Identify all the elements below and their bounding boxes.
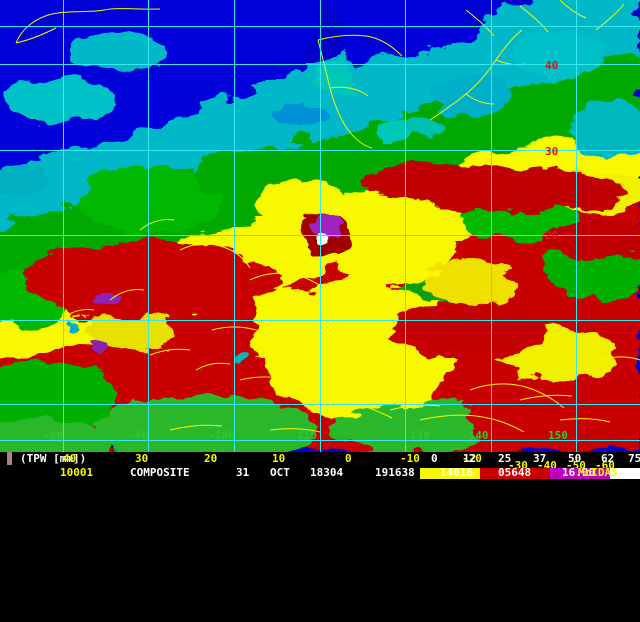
cbar-seg-white — [610, 468, 640, 479]
mcidas-tpw-display: 40 30 20 -80 -90 -100 110 130 -140 150 (… — [0, 0, 640, 480]
field-a: 14016 — [440, 466, 474, 479]
lon-label-m100: -100 — [208, 429, 235, 442]
field-c: 16.00 — [562, 466, 596, 479]
cbar-tick-37: 37 — [533, 452, 547, 465]
color-swatch-indicator — [7, 452, 12, 465]
cbar-seg-yellow — [420, 468, 480, 479]
julian-date: 18304 — [310, 466, 344, 479]
cbar-tick-75: 75 — [628, 452, 640, 465]
lat-label-20: 20 — [545, 229, 559, 242]
field-b: 05648 — [498, 466, 532, 479]
dataset-id: 10001 — [60, 466, 94, 479]
lon-label-130: 130 — [410, 429, 430, 442]
scale-row: (TPW [mm]) 40 30 20 10 0 -10 -20 -30 -40… — [0, 452, 640, 479]
grid-line-lon-150 — [576, 0, 577, 452]
time-value: 191638 — [375, 466, 415, 479]
scale-tick-m20: -20 — [462, 452, 482, 465]
scale-tick-10: 10 — [272, 452, 286, 465]
info-row: 10001 COMPOSITE 31 OCT 18304 191638 1401… — [0, 466, 640, 480]
annotation-bar: (TPW [mm]) 40 30 20 10 0 -10 -20 -30 -40… — [0, 452, 640, 480]
grid-line-lon-m140 — [491, 0, 492, 452]
cbar-tick-12: 12 — [463, 452, 477, 465]
cbar-seg-red — [480, 468, 550, 479]
cbar-seg-magenta — [550, 468, 610, 479]
scale-tick-40: 40 — [63, 452, 77, 465]
lat-label-40: 40 — [545, 59, 559, 72]
lon-label-m140: -140 — [462, 429, 489, 442]
software-label: McIDAS — [578, 466, 618, 479]
scale-tick-30: 30 — [135, 452, 149, 465]
map-canvas[interactable]: 40 30 20 -80 -90 -100 110 130 -140 150 — [0, 0, 640, 452]
composite-label: COMPOSITE — [130, 466, 190, 479]
lon-label-150: 150 — [548, 429, 568, 442]
scale-tick-20: 20 — [204, 452, 218, 465]
lon-label-110: 110 — [297, 429, 317, 442]
scale-tick-0: 0 — [345, 452, 352, 465]
cbar-tick-0: 0 — [431, 452, 438, 465]
lon-label-m90: -90 — [128, 429, 148, 442]
tpw-colorbar[interactable] — [420, 468, 640, 479]
day-value: 31 — [236, 466, 250, 479]
grid-line-lon-m90 — [148, 0, 149, 452]
grid-line-lon-120 — [405, 0, 406, 452]
scale-tick-m10: -10 — [400, 452, 420, 465]
cbar-tick-50: 50 — [568, 452, 582, 465]
grid-line-lon-110 — [320, 0, 321, 452]
month-value: OCT — [270, 466, 290, 479]
lat-label-30: 30 — [545, 145, 559, 158]
cbar-tick-25: 25 — [498, 452, 512, 465]
grid-line-lon-m80 — [63, 0, 64, 452]
legend-title: (TPW [mm]) — [20, 452, 87, 465]
cbar-tick-62: 62 — [601, 452, 615, 465]
lon-label-m80: -80 — [43, 429, 63, 442]
grid-line-lon-m100 — [234, 0, 235, 452]
